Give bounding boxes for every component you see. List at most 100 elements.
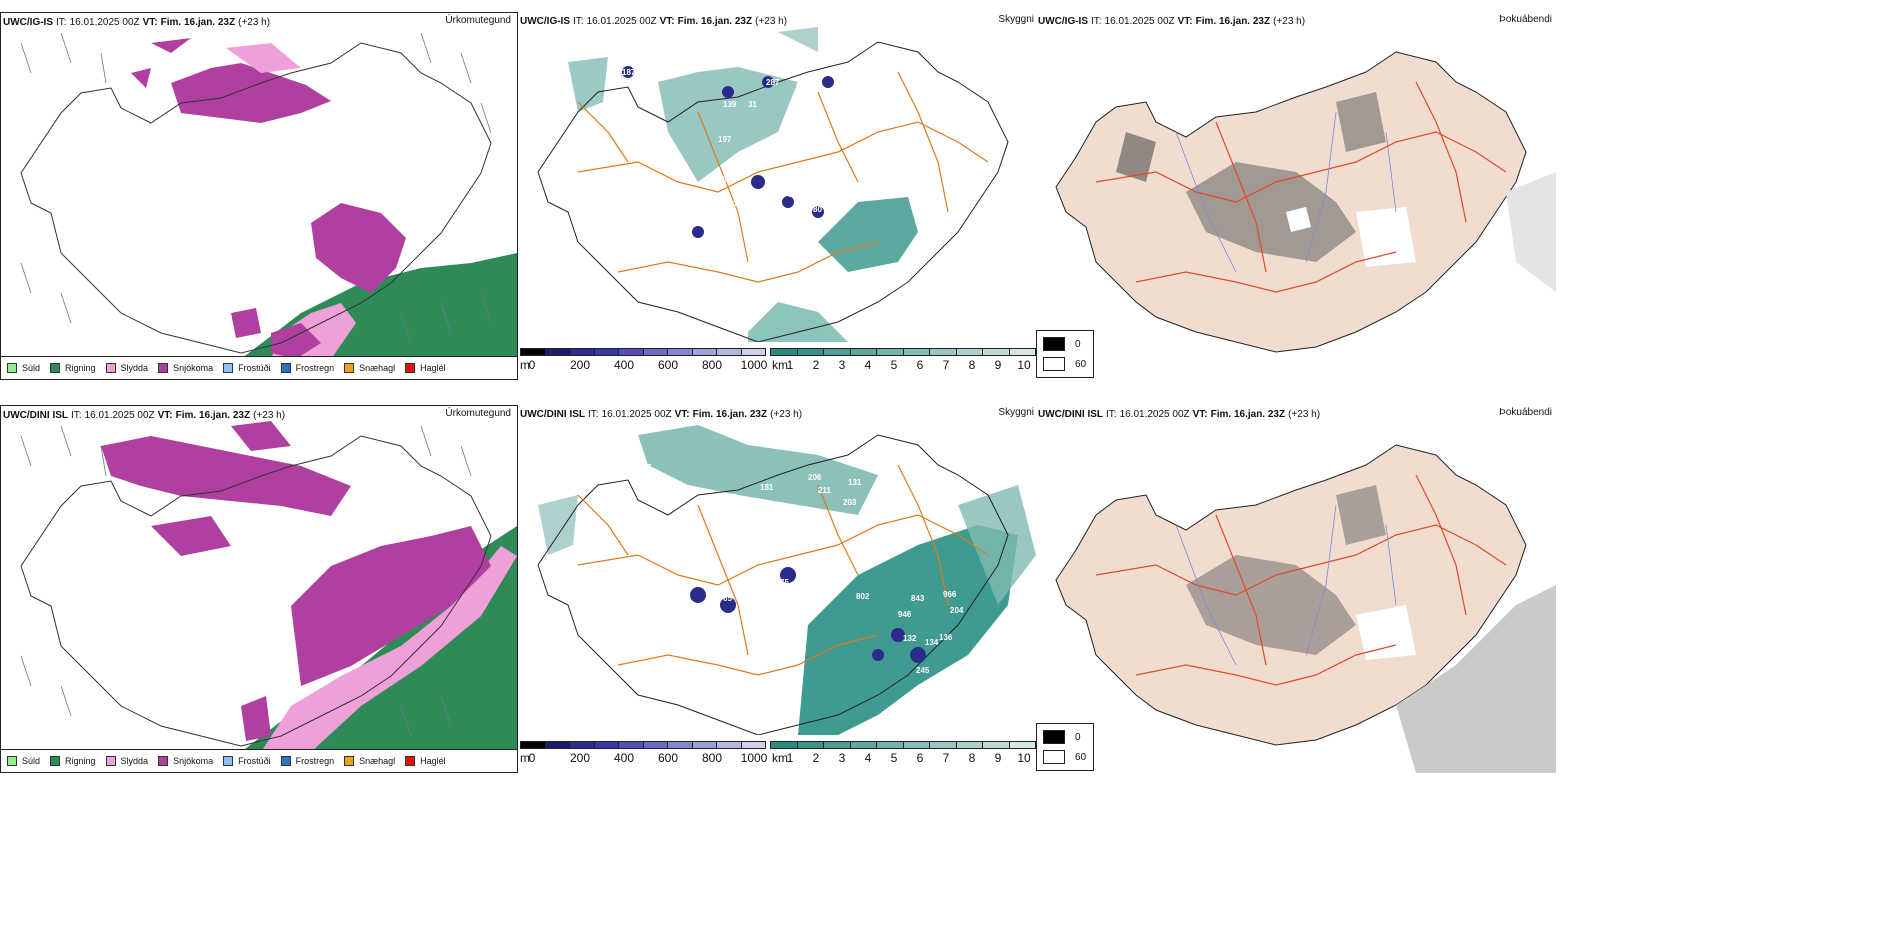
vis-label: 139 [723, 100, 737, 109]
vt-label: VT: [659, 15, 675, 27]
fog-legend: 0 60 [1036, 330, 1094, 378]
it-label: IT: [1091, 15, 1102, 27]
visibility-colorbar: m 0 200 400 600 800 1000 km 1 2 3 4 5 6 … [518, 342, 1036, 380]
legend-item: Rigning [50, 363, 96, 373]
km-colorbar [770, 741, 1036, 749]
lead-time: (+23 h) [755, 15, 788, 27]
lead-time: (+23 h) [1288, 408, 1321, 420]
lead-time: (+23 h) [1273, 15, 1306, 27]
swatch-icon [223, 756, 234, 766]
panel-title: Úrkomutegund [445, 408, 511, 419]
vis-label: 65 [723, 594, 732, 603]
vis-label: 90 [788, 190, 797, 199]
legend-item: Frostregn [280, 363, 335, 373]
vt-label: VT: [142, 16, 158, 28]
vis-label: 79 [773, 190, 782, 199]
vt-label: VT: [157, 409, 173, 421]
vis-label: 132 [903, 634, 917, 643]
swatch-icon [1043, 357, 1065, 371]
vt-value: Fim. 16.jan. 23Z [160, 16, 236, 28]
swatch-icon [50, 363, 61, 373]
legend-label: Haglél [420, 756, 446, 766]
legend-label: Frostúði [238, 756, 271, 766]
m-colorbar [520, 741, 766, 749]
swatch-icon [1043, 730, 1065, 744]
vis-label: 259 [754, 508, 768, 517]
legend-label: Snæhagl [359, 756, 396, 766]
visibility-map: 187 287 241 133 139 31 197 197 76 84 79 … [537, 27, 1009, 342]
it-value: 16.01.2025 00Z [69, 16, 140, 28]
fog-legend-row: 60 [1043, 750, 1086, 764]
coastline [20, 42, 492, 354]
vis-label: 203 [843, 498, 857, 507]
panel-header: UWC/DINI ISL IT: 16.01.2025 00Z VT: Fim.… [1038, 407, 1554, 421]
it-label: IT: [573, 15, 584, 27]
fog-legend-row: 0 [1043, 730, 1081, 744]
km-ticks: 1 2 3 4 5 6 7 8 9 10 [786, 358, 1031, 372]
vis-label: 211 [818, 486, 831, 495]
vis-label: 101 [688, 604, 702, 613]
it-label: IT: [71, 409, 82, 421]
vis-label: 147 [878, 463, 892, 472]
legend-label: Slydda [120, 363, 149, 373]
precip-type-map [20, 421, 517, 752]
precip-type-map [20, 32, 517, 359]
swatch-icon [280, 756, 291, 766]
panel-title: Skyggni [998, 14, 1034, 25]
model-name: UWC/IG-IS [1038, 15, 1088, 27]
legend-label: Frostregn [295, 363, 335, 373]
legend-label: Súld [22, 363, 41, 373]
fog-legend-row: 60 [1043, 357, 1086, 371]
it-value: 16.01.2025 00Z [1104, 15, 1175, 27]
legend-item: Snjókoma [158, 363, 213, 373]
km-unit: km [772, 751, 788, 765]
fog-legend-row: 0 [1043, 337, 1081, 351]
legend-item: Frostúði [223, 756, 271, 766]
fog-legend-label: 60 [1075, 751, 1087, 763]
precip-type-panel-row1: UWC/IG-IS IT: 16.01.2025 00Z VT: Fim. 16… [0, 12, 518, 380]
vis-label: 131 [848, 478, 862, 487]
legend-label: Rigning [65, 756, 96, 766]
vis-label: 80 [813, 205, 822, 214]
model-name: UWC/IG-IS [3, 16, 53, 28]
lead-time: (+23 h) [253, 409, 286, 421]
fog-panel-row2: UWC/DINI ISL IT: 16.01.2025 00Z VT: Fim.… [1036, 405, 1900, 773]
vis-label: 84 [748, 205, 757, 214]
model-name: UWC/DINI ISL [1038, 408, 1103, 420]
legend-item: Rigning [50, 756, 96, 766]
fog-legend-label: 0 [1075, 731, 1081, 743]
vt-value: Fim. 16.jan. 23Z [692, 408, 768, 420]
fog-legend: 0 60 [1036, 723, 1094, 771]
swatch-icon [50, 756, 61, 766]
legend-item: Haglél [405, 363, 446, 373]
swatch-icon [344, 363, 355, 373]
legend-item: Snæhagl [344, 363, 395, 373]
swatch-icon [105, 756, 116, 766]
panel-header: UWC/IG-IS IT: 16.01.2025 00Z VT: Fim. 16… [3, 15, 513, 29]
vt-value: Fim. 16.jan. 23Z [677, 15, 753, 27]
vis-label: 241 [796, 78, 810, 87]
swatch-icon [280, 363, 291, 373]
vt-value: Fim. 16.jan. 23Z [1210, 408, 1286, 420]
precip-type-panel-row2: UWC/DINI ISL IT: 16.01.2025 00Z VT: Fim.… [0, 405, 518, 773]
vt-value: Fim. 16.jan. 23Z [175, 409, 251, 421]
visibility-colorbar: m 0 200 400 600 800 1000 km 1 2 3 4 5 6 … [518, 735, 1036, 773]
panel-header: UWC/IG-IS IT: 16.01.2025 00Z VT: Fim. 16… [1038, 14, 1554, 28]
legend-label: Frostregn [295, 756, 335, 766]
swatch-icon [158, 363, 169, 373]
vis-label: 245 [916, 666, 930, 675]
legend-label: Snjókoma [173, 363, 214, 373]
vis-label: 272 [668, 488, 682, 497]
panel-header: UWC/DINI ISL IT: 16.01.2025 00Z VT: Fim.… [520, 407, 1032, 421]
vis-label: 86 [733, 578, 742, 587]
legend-label: Slydda [120, 756, 149, 766]
panel-header: UWC/DINI ISL IT: 16.01.2025 00Z VT: Fim.… [3, 408, 513, 422]
fog-legend-label: 60 [1075, 358, 1087, 370]
lead-time: (+23 h) [238, 16, 271, 28]
km-colorbar [770, 348, 1036, 356]
vt-label: VT: [674, 408, 690, 420]
legend-label: Frostúði [238, 363, 271, 373]
model-name: UWC/IG-IS [520, 15, 570, 27]
vis-label: 197 [718, 135, 732, 144]
vis-label: 843 [911, 594, 925, 603]
